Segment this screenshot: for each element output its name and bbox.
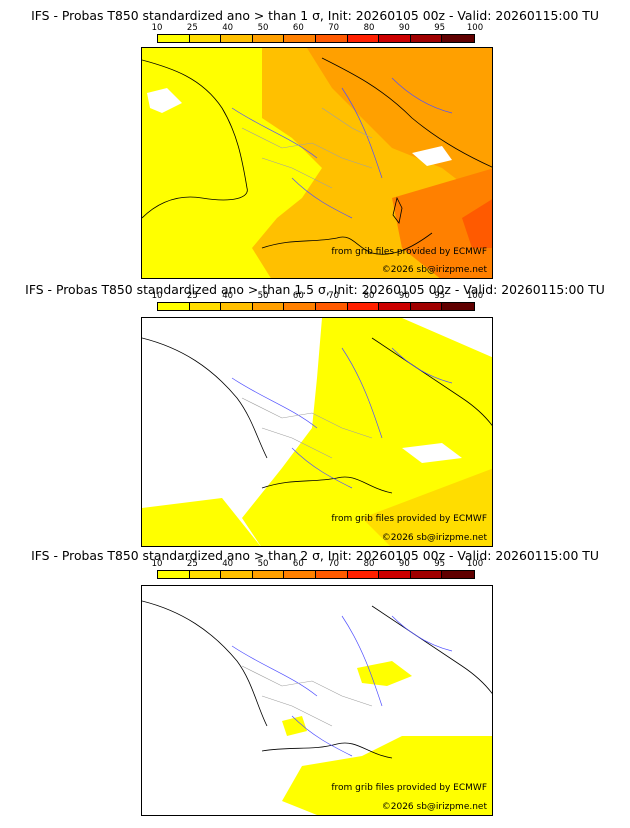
legend-color-swatch (252, 35, 285, 42)
legend-tick-label: 95 (434, 23, 446, 33)
legend-color-swatch (379, 303, 411, 310)
legend-colorbar (157, 34, 475, 43)
legend-tick-label: 60 (292, 559, 304, 569)
legend-color-swatch (347, 303, 380, 310)
legend-color-swatch (252, 303, 285, 310)
legend-color-swatch (442, 303, 474, 310)
legend-color-swatch (347, 35, 380, 42)
legend-tick-label: 90 (398, 291, 410, 301)
legend-color-swatch (158, 303, 190, 310)
legend-tick-label: 80 (363, 559, 375, 569)
legend-ticks: 10 25 40 50 60 70 80 90 95 100 (152, 291, 484, 301)
panel-2-legend: 10 25 40 50 60 70 80 90 95 100 (152, 291, 484, 314)
legend-color-swatch (410, 35, 443, 42)
legend-color-swatch (315, 303, 348, 310)
legend-tick-label: 70 (328, 559, 340, 569)
legend-tick-label: 25 (186, 559, 198, 569)
panel-1-map: from grib files provided by ECMWF ©2026 … (141, 47, 493, 279)
legend-color-swatch (347, 571, 380, 578)
legend-tick-label: 60 (292, 23, 304, 33)
legend-tick-label: 50 (257, 23, 269, 33)
legend-color-swatch (315, 35, 348, 42)
legend-tick-label: 60 (292, 291, 304, 301)
legend-color-swatch (442, 35, 474, 42)
legend-tick-label: 100 (466, 23, 484, 33)
legend-tick-label: 40 (222, 291, 234, 301)
panel-1-copyright: ©2026 sb@irizpme.net (381, 265, 487, 275)
panel-3-map: from grib files provided by ECMWF ©2026 … (141, 585, 493, 816)
legend-color-swatch (221, 571, 253, 578)
panel-1-credit: from grib files provided by ECMWF (331, 247, 487, 257)
map-2-graphic (142, 318, 492, 546)
legend-tick-label: 70 (328, 23, 340, 33)
legend-color-swatch (442, 571, 474, 578)
legend-tick-label: 70 (328, 291, 340, 301)
panel-1-legend: 10 25 40 50 60 70 80 90 95 100 (152, 23, 484, 46)
legend-tick-label: 10 (151, 23, 163, 33)
panel-2-map: from grib files provided by ECMWF ©2026 … (141, 317, 493, 547)
map-3-graphic (142, 586, 492, 815)
panel-3-legend: 10 25 40 50 60 70 80 90 95 100 (152, 559, 484, 582)
legend-color-swatch (189, 303, 222, 310)
legend-color-swatch (284, 35, 316, 42)
panel-3-copyright: ©2026 sb@irizpme.net (381, 802, 487, 812)
panel-3-title: IFS - Probas T850 standardized ano > tha… (31, 548, 599, 563)
legend-colorbar (157, 302, 475, 311)
legend-color-swatch (315, 571, 348, 578)
panel-2-title: IFS - Probas T850 standardized ano > tha… (25, 282, 605, 297)
legend-color-swatch (410, 571, 443, 578)
legend-tick-label: 40 (222, 559, 234, 569)
legend-colorbar (157, 570, 475, 579)
legend-tick-label: 100 (466, 291, 484, 301)
legend-tick-label: 100 (466, 559, 484, 569)
legend-color-swatch (158, 571, 190, 578)
legend-color-swatch (379, 571, 411, 578)
legend-tick-label: 40 (222, 23, 234, 33)
panel-1-title: IFS - Probas T850 standardized ano > tha… (31, 8, 599, 23)
legend-color-swatch (284, 571, 316, 578)
legend-ticks: 10 25 40 50 60 70 80 90 95 100 (152, 559, 484, 569)
legend-tick-label: 50 (257, 291, 269, 301)
legend-color-swatch (189, 571, 222, 578)
legend-tick-label: 80 (363, 23, 375, 33)
panel-2-copyright: ©2026 sb@irizpme.net (381, 533, 487, 543)
panel-2-credit: from grib files provided by ECMWF (331, 514, 487, 524)
map-1-graphic (142, 48, 492, 278)
legend-tick-label: 90 (398, 559, 410, 569)
legend-tick-label: 50 (257, 559, 269, 569)
legend-tick-label: 10 (151, 291, 163, 301)
legend-ticks: 10 25 40 50 60 70 80 90 95 100 (152, 23, 484, 33)
legend-tick-label: 25 (186, 23, 198, 33)
legend-tick-label: 25 (186, 291, 198, 301)
legend-color-swatch (221, 303, 253, 310)
panel-3-credit: from grib files provided by ECMWF (331, 783, 487, 793)
legend-tick-label: 90 (398, 23, 410, 33)
legend-color-swatch (252, 571, 285, 578)
legend-color-swatch (189, 35, 222, 42)
legend-tick-label: 95 (434, 291, 446, 301)
legend-color-swatch (410, 303, 443, 310)
legend-color-swatch (158, 35, 190, 42)
legend-color-swatch (221, 35, 253, 42)
legend-tick-label: 10 (151, 559, 163, 569)
legend-color-swatch (284, 303, 316, 310)
legend-color-swatch (379, 35, 411, 42)
legend-tick-label: 95 (434, 559, 446, 569)
legend-tick-label: 80 (363, 291, 375, 301)
